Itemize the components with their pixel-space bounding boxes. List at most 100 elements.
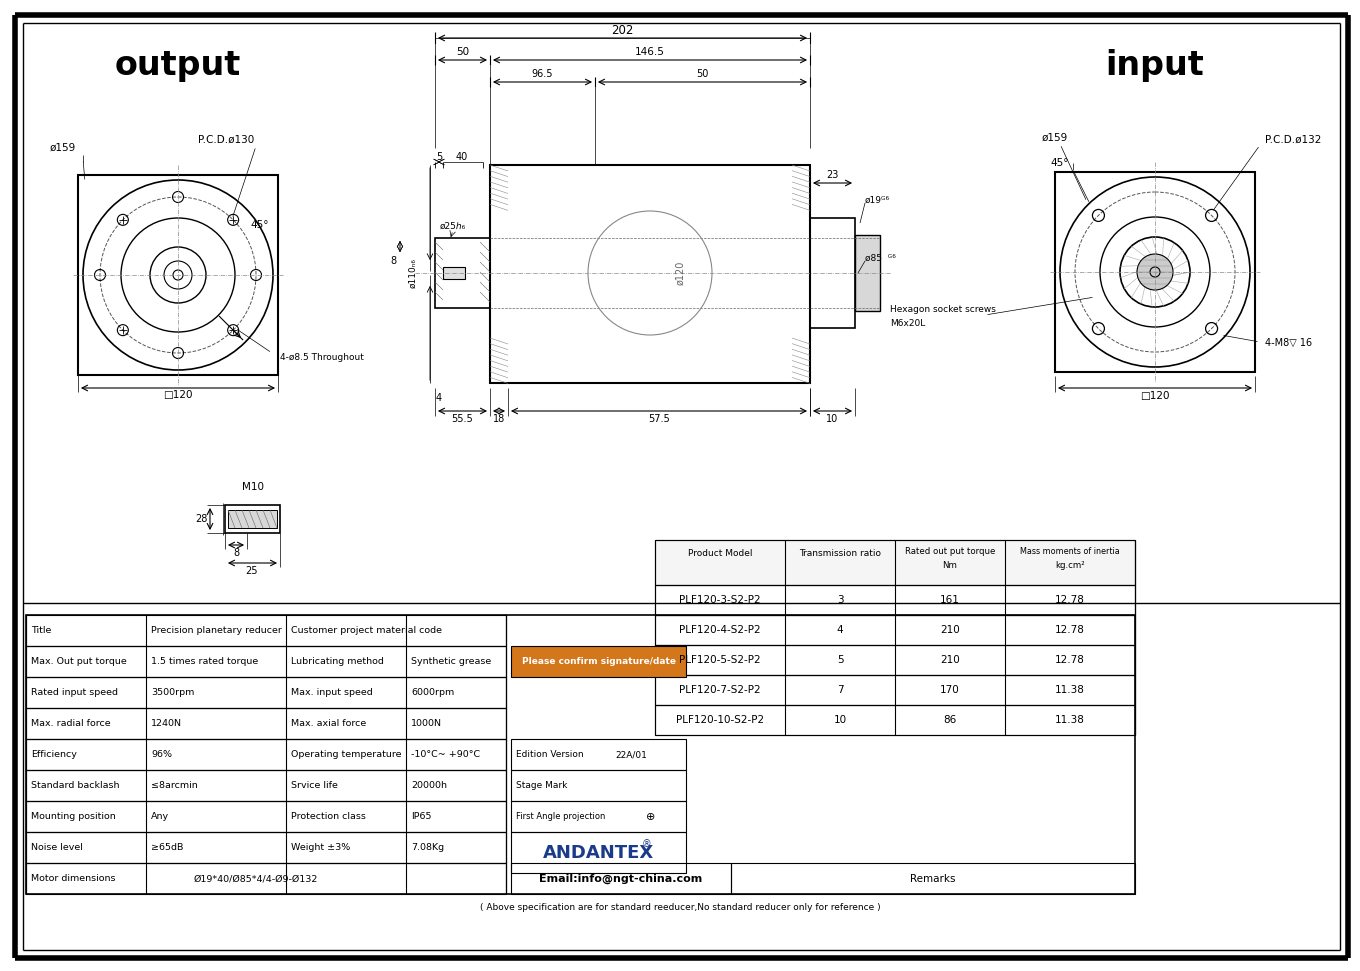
Bar xyxy=(855,235,880,311)
Bar xyxy=(511,832,685,873)
Text: 45°: 45° xyxy=(250,220,269,230)
Text: M10: M10 xyxy=(242,482,264,492)
Text: 86: 86 xyxy=(944,715,956,725)
Text: Edition Version: Edition Version xyxy=(515,750,583,759)
Bar xyxy=(511,739,685,770)
Text: Any: Any xyxy=(151,812,169,821)
Bar xyxy=(656,615,1136,645)
Text: ≤8arcmin: ≤8arcmin xyxy=(151,781,197,790)
Text: PLF120-4-S2-P2: PLF120-4-S2-P2 xyxy=(679,625,760,635)
Text: 170: 170 xyxy=(940,685,960,695)
Text: Hexagon socket screws: Hexagon socket screws xyxy=(889,306,996,315)
Text: Motor dimensions: Motor dimensions xyxy=(31,874,116,883)
Bar xyxy=(490,165,811,383)
Text: PLF120-7-S2-P2: PLF120-7-S2-P2 xyxy=(679,685,760,695)
Text: 1240N: 1240N xyxy=(151,719,182,728)
Text: Max. input speed: Max. input speed xyxy=(291,688,373,697)
Bar xyxy=(228,510,277,528)
Text: 146.5: 146.5 xyxy=(635,47,665,57)
Text: Max. Out put torque: Max. Out put torque xyxy=(31,657,126,666)
Bar xyxy=(656,675,1136,705)
Text: 11.38: 11.38 xyxy=(1055,685,1085,695)
Text: First Angle projection: First Angle projection xyxy=(515,812,605,821)
Text: 5: 5 xyxy=(435,152,442,162)
Bar xyxy=(26,677,506,708)
Text: 4: 4 xyxy=(836,625,843,635)
Text: 4-M8▽ 16: 4-M8▽ 16 xyxy=(1265,338,1312,348)
Text: Remarks: Remarks xyxy=(910,874,956,884)
Bar xyxy=(26,832,506,863)
Text: 22A/01: 22A/01 xyxy=(615,750,647,759)
Bar xyxy=(656,705,1136,735)
Text: 210: 210 xyxy=(940,625,960,635)
Text: input: input xyxy=(1106,49,1205,82)
Text: Rated out put torque: Rated out put torque xyxy=(904,548,996,556)
Bar xyxy=(26,615,1136,894)
Text: 57.5: 57.5 xyxy=(649,414,670,424)
Bar xyxy=(511,770,685,801)
Text: ®: ® xyxy=(642,840,651,850)
Text: P.C.D.ø130: P.C.D.ø130 xyxy=(199,135,254,145)
Text: 210: 210 xyxy=(940,655,960,665)
Text: 20000h: 20000h xyxy=(411,781,447,790)
Text: ø85  ᴳ⁶: ø85 ᴳ⁶ xyxy=(865,253,896,262)
Text: 1000N: 1000N xyxy=(411,719,442,728)
Bar xyxy=(26,646,506,677)
Text: M6x20L: M6x20L xyxy=(889,318,925,327)
Text: 3: 3 xyxy=(836,595,843,605)
Bar xyxy=(511,801,685,832)
Text: 25: 25 xyxy=(246,566,258,576)
Text: 10: 10 xyxy=(834,715,846,725)
Bar xyxy=(656,585,1136,615)
Text: 50: 50 xyxy=(696,69,709,79)
Text: ANDANTEX: ANDANTEX xyxy=(543,844,654,861)
Text: output: output xyxy=(114,49,241,82)
Bar xyxy=(511,646,685,677)
Text: Protection class: Protection class xyxy=(291,812,366,821)
Text: □120: □120 xyxy=(163,390,193,400)
Text: Efficiency: Efficiency xyxy=(31,750,78,759)
Text: Nm: Nm xyxy=(942,561,957,571)
Text: □120: □120 xyxy=(1140,391,1170,401)
Text: 12.78: 12.78 xyxy=(1055,595,1085,605)
Bar xyxy=(511,863,732,894)
Text: 96%: 96% xyxy=(151,750,171,759)
Text: Lubricating method: Lubricating method xyxy=(291,657,384,666)
Bar xyxy=(26,708,506,739)
Text: ø25ℎ₆: ø25ℎ₆ xyxy=(439,221,466,230)
Text: 55.5: 55.5 xyxy=(452,414,473,424)
Bar xyxy=(26,739,506,770)
Text: ⊕: ⊕ xyxy=(646,812,656,821)
Text: 28: 28 xyxy=(194,514,207,524)
Text: 202: 202 xyxy=(611,23,634,37)
Text: PLF120-10-S2-P2: PLF120-10-S2-P2 xyxy=(676,715,764,725)
Bar xyxy=(26,615,506,646)
Bar xyxy=(26,770,506,801)
Text: 96.5: 96.5 xyxy=(532,69,554,79)
Text: 50: 50 xyxy=(456,47,469,57)
Text: 12.78: 12.78 xyxy=(1055,655,1085,665)
Text: Operating temperature: Operating temperature xyxy=(291,750,401,759)
Bar xyxy=(656,540,1136,585)
Text: P.C.D.ø132: P.C.D.ø132 xyxy=(1265,135,1322,145)
Text: Title: Title xyxy=(31,626,52,635)
Text: 10: 10 xyxy=(827,414,839,424)
Text: 4: 4 xyxy=(437,393,442,403)
Bar xyxy=(26,863,506,894)
Text: 8: 8 xyxy=(390,256,396,266)
Text: Noise level: Noise level xyxy=(31,843,83,852)
Text: 12.78: 12.78 xyxy=(1055,625,1085,635)
Bar xyxy=(26,801,506,832)
Bar xyxy=(811,218,855,328)
Text: Mass moments of inertia: Mass moments of inertia xyxy=(1020,548,1119,556)
Text: PLF120-3-S2-P2: PLF120-3-S2-P2 xyxy=(679,595,760,605)
Text: 8: 8 xyxy=(233,548,239,558)
Text: 23: 23 xyxy=(826,170,838,180)
Text: ≥65dB: ≥65dB xyxy=(151,843,184,852)
Text: 1.5 times rated torque: 1.5 times rated torque xyxy=(151,657,258,666)
Text: Customer project material code: Customer project material code xyxy=(291,626,442,635)
Circle shape xyxy=(1137,254,1172,290)
Bar xyxy=(435,238,490,308)
Text: 7: 7 xyxy=(836,685,843,695)
Text: Srvice life: Srvice life xyxy=(291,781,337,790)
